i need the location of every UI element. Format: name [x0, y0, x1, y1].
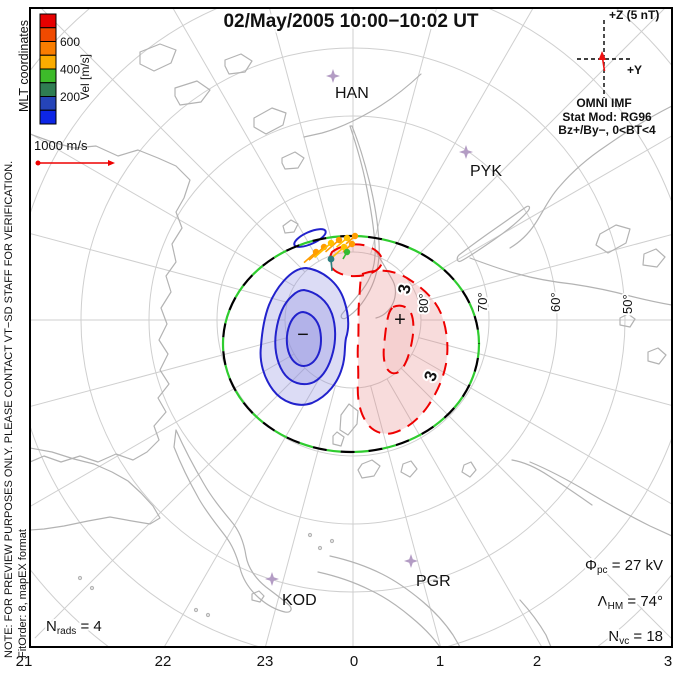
- colorbar-tick-400: 400: [60, 63, 80, 77]
- vector-scale-key: 1000 m/s: [34, 138, 115, 166]
- star-icon: [459, 145, 473, 159]
- imf-dial: +Z (5 nT) +Y OMNI IMF Stat Mod: RG96 Bz+…: [558, 8, 659, 137]
- vector-scale-arrowhead-icon: [108, 160, 115, 166]
- radar-stations: HAN PYK PGR KOD: [265, 69, 502, 609]
- vector-scale-label: 1000 m/s: [34, 138, 88, 153]
- green-vector: [342, 248, 351, 260]
- fit-order-label: FitOrder: 8, mapEX format: [17, 529, 29, 658]
- imf-y-label: +Y: [627, 63, 642, 77]
- imf-z-label: +Z (5 nT): [609, 8, 659, 22]
- imf-vector-arrow: [601, 57, 606, 72]
- star-icon: [404, 554, 418, 568]
- mlt-label-21: 21: [16, 653, 33, 670]
- cross-polar-cap-potential: Φpc = 27 kV: [585, 557, 663, 576]
- velocity-colorbar: 600 400 200 Vel [m/s]: [39, 13, 92, 125]
- plus-sign: +: [394, 309, 406, 331]
- imf-arrowhead-icon: [598, 51, 606, 60]
- plot-title: 02/May/2005 10:00−10:02 UT: [223, 11, 478, 32]
- mlt-label-22: 22: [155, 653, 172, 670]
- colorbar-segment: [39, 82, 57, 97]
- star-icon: [265, 572, 279, 586]
- convection-cells: − + 3 3 80° 70° 60° 50°: [221, 228, 637, 454]
- colorbar-segment: [39, 68, 57, 84]
- mlt-label-2: 2: [533, 653, 541, 670]
- velocity-vectors: [303, 232, 359, 272]
- station-label-kod: KOD: [282, 592, 317, 609]
- radar-count: Nrads = 4: [46, 618, 102, 637]
- plot-frame: [29, 7, 673, 648]
- mlt-label-1: 1: [436, 653, 444, 670]
- colorbar-unit-label: Vel [m/s]: [78, 54, 92, 100]
- teal-vector: [327, 255, 335, 272]
- mlt-coordinates-label: MLT coordinates: [17, 20, 31, 112]
- colorbar-segment: [39, 27, 57, 42]
- colorbar-segment: [39, 54, 57, 70]
- mlt-label-0: 0: [350, 653, 358, 670]
- vector-count: Nvc = 18: [608, 628, 663, 647]
- positive-cell-fill: [329, 244, 448, 434]
- preview-note-label: NOTE: FOR PREVIEW PURPOSES ONLY. PLEASE …: [3, 161, 15, 658]
- colorbar-segment: [39, 13, 57, 29]
- map-statistics: Φpc = 27 kV ΛHM = 74° Nvc = 18 Nrads = 4: [44, 555, 665, 649]
- negative-cell-contours: [259, 228, 350, 406]
- station-label-han: HAN: [335, 85, 369, 102]
- minus-sign: −: [297, 324, 309, 346]
- colorbar-segment: [39, 109, 57, 125]
- coastlines: [31, 43, 671, 646]
- mlt-axis-labels: 21 22 23 0 1 2 3: [16, 653, 673, 670]
- lat-label-60: 60°: [548, 292, 563, 312]
- star-icon: [326, 69, 340, 83]
- imf-source-label: OMNI IMF: [576, 96, 631, 110]
- station-star-icons: [265, 69, 473, 586]
- hm-boundary-latitude: ΛHM = 74°: [598, 593, 663, 612]
- colorbar-tick-600: 600: [60, 35, 80, 49]
- station-label-pgr: PGR: [416, 573, 451, 590]
- colorbar-segment: [39, 96, 57, 111]
- hm-boundary: [221, 234, 481, 454]
- imf-model-label: Stat Mod: RG96: [562, 110, 652, 124]
- mlt-label-3: 3: [664, 653, 672, 670]
- colorbar-tick-200: 200: [60, 90, 80, 104]
- colorbar-segment: [39, 41, 57, 56]
- mlt-label-23: 23: [257, 653, 274, 670]
- lat-label-70: 70°: [475, 292, 490, 312]
- positive-inner-fill: [383, 305, 414, 374]
- imf-condition-label: Bz+/By−, 0<BT<4: [558, 123, 656, 137]
- lat-label-80: 80°: [416, 293, 431, 313]
- station-label-pyk: PYK: [470, 163, 502, 180]
- lat-label-50: 50°: [620, 294, 635, 314]
